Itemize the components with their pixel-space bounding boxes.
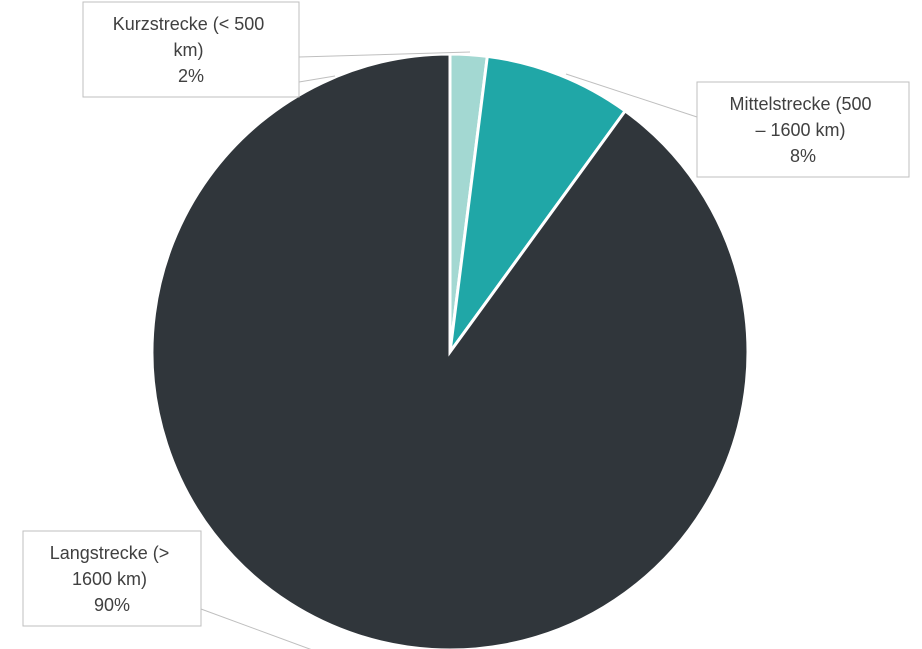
label-line: km) (173, 40, 203, 60)
value-label: 2% (178, 66, 204, 86)
slice-langstrecke (150, 52, 750, 649)
callout-label: Mittelstrecke (500 – 1600 km) 8% (729, 94, 876, 166)
callout-box (22, 530, 202, 627)
slice-mittelstrecke (448, 54, 628, 353)
label-line: Langstrecke (> (50, 543, 170, 563)
label-line: – 1600 km) (755, 120, 845, 140)
label-line: Mittelstrecke (500 (729, 94, 871, 114)
pie-slices (150, 52, 750, 649)
callout-kurzstrecke: Kurzstrecke (< 500 km) 2% (82, 1, 300, 98)
callout-label: Kurzstrecke (< 500 km) 2% (113, 14, 270, 86)
leader-kurzstrecke (298, 51, 471, 58)
leader-lines (200, 51, 698, 649)
value-label: 90% (94, 595, 130, 615)
callout-langstrecke: Langstrecke (> 1600 km) 90% (22, 530, 202, 627)
callout-box (82, 1, 300, 98)
value-label: 8% (790, 146, 816, 166)
callout-label: Langstrecke (> 1600 km) 90% (50, 543, 175, 615)
leader-langstrecke (200, 608, 312, 649)
label-line: 1600 km) (72, 569, 147, 589)
leader-mittelstrecke (565, 73, 698, 118)
callout-mittelstrecke: Mittelstrecke (500 – 1600 km) 8% (696, 81, 910, 178)
label-line: Kurzstrecke (< 500 (113, 14, 265, 34)
data-label-callouts: Kurzstrecke (< 500 km) 2% Mittelstrecke … (22, 1, 910, 627)
callout-box (696, 81, 910, 178)
leader-kurzstrecke-b (298, 75, 336, 83)
